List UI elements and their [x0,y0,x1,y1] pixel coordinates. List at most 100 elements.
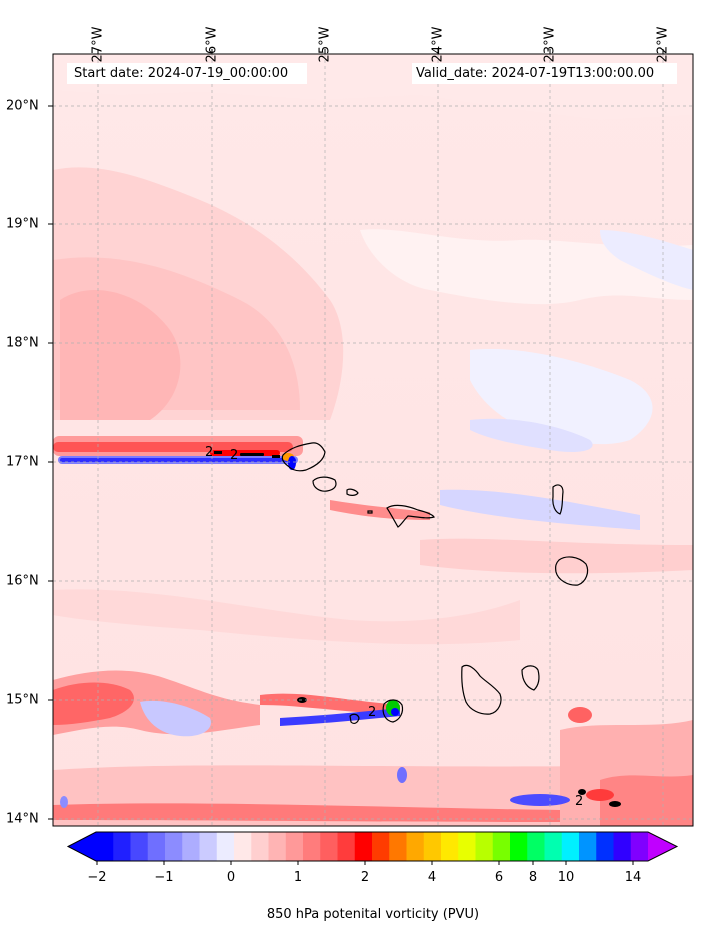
colorbar-segment [303,832,321,861]
colorbar-tick-label: 10 [557,870,575,885]
lon-ticks [97,49,664,54]
island-fogo [382,699,404,723]
colorbar-tick-label: 8 [528,870,538,885]
colorbar-segment [510,832,528,861]
island-sao-vicente [312,476,337,492]
lat-label: 16°N [6,573,39,589]
colorbar-tick-label: −1 [154,870,174,885]
island-santa-luzia [346,488,359,496]
colorbar-segment [320,832,338,861]
pv-streak-positive [260,693,400,715]
colorbar-segment [458,832,476,861]
pv-negative-region [140,700,211,737]
colorbar-segment [165,832,183,861]
contour-label: 2 [205,445,213,460]
island-santo-antao [281,442,326,472]
colorbar-segment [596,832,614,861]
colorbar-outline [66,831,679,862]
colorbar-tick-label: 0 [226,870,236,885]
pv-positive-region [420,538,693,574]
contour-line [578,789,586,795]
colorbar-segment [354,832,373,861]
pv-negative-region [600,230,693,290]
colorbar-segment [216,832,235,861]
lat-label: 19°N [6,216,39,232]
colorbar-extend-over [648,832,677,861]
pv-positive-region [53,589,520,645]
colorbar-segment [492,832,511,861]
colorbar-tick-label: 2 [360,870,370,885]
pv-negative-region [397,767,407,783]
lon-label: 22°W [655,26,671,63]
contour-label: 2 [575,794,583,809]
colorbar [66,831,679,865]
contour-label: 2 [368,705,376,720]
pv-negative-region [470,418,593,452]
start-date-box [67,63,307,84]
lat-ticks [48,105,53,820]
island-santiago [461,664,502,715]
lat-label: 20°N [6,98,39,114]
contour-line [272,455,280,458]
colorbar-tick-label: −2 [87,870,107,885]
island-raso [367,510,373,514]
pv-negative-region [510,794,570,806]
colorbar-segment [613,832,632,861]
colorbar-segment [527,832,545,861]
colorbar-segment [234,832,252,861]
lat-label: 17°N [6,454,39,470]
coastlines [281,442,589,724]
pv-streak-negative [60,458,296,462]
colorbar-segment [251,832,269,861]
pv-negative-region [60,796,68,808]
colorbar-segment [441,832,459,861]
colorbar-segment [285,832,304,861]
map-panel: 2 2 2 2 [53,54,693,826]
pv-negative-region [440,489,640,530]
island-sal [552,484,564,515]
lat-label: 18°N [6,335,39,351]
lon-label: 24°W [430,26,446,63]
colorbar-segment [475,832,494,861]
colorbar-segment [147,832,166,861]
pv-positive-region [60,290,181,420]
lon-label: 26°W [204,26,220,63]
pv-streak-positive [330,500,430,520]
contour-line [214,451,222,454]
colorbar-segment [96,832,114,861]
colorbar-tick-label: 6 [494,870,504,885]
contour-line [609,801,621,807]
colorbar-segment [268,832,287,861]
contour-label: 2 [230,448,238,463]
pv-positive-region [53,803,560,822]
colorbar-segment [199,832,218,861]
lon-label: 27°W [90,26,106,63]
pv-peak [288,456,296,470]
island-boa-vista [555,556,589,586]
colorbar-title: 850 hPa potenital vorticity (PVU) [266,907,480,922]
colorbar-tick-label: 1 [293,870,303,885]
colorbar-tick-label: 14 [624,870,642,885]
pv-positive-region [568,707,592,723]
lat-label: 14°N [6,811,39,827]
map-frame [52,53,694,827]
colorbar-extend-under [68,832,96,861]
contour-line [240,453,264,456]
colorbar-segment [544,832,563,861]
island-maio [521,665,540,691]
pv-peak [391,708,399,716]
colorbar-tick-label: 4 [427,870,437,885]
lat-label: 15°N [6,692,39,708]
colorbar-segment [406,832,425,861]
pv-streak-negative [280,708,400,726]
lon-label: 25°W [317,26,333,63]
lon-label: 23°W [542,26,558,63]
pv-positive-region [53,682,134,725]
pv-positive-region [600,775,693,826]
colorbar-segment [182,832,200,861]
colorbar-segment [130,832,149,861]
colorbar-segment [337,832,356,861]
colorbar-segment [423,832,442,861]
colorbar-segment [579,832,597,861]
